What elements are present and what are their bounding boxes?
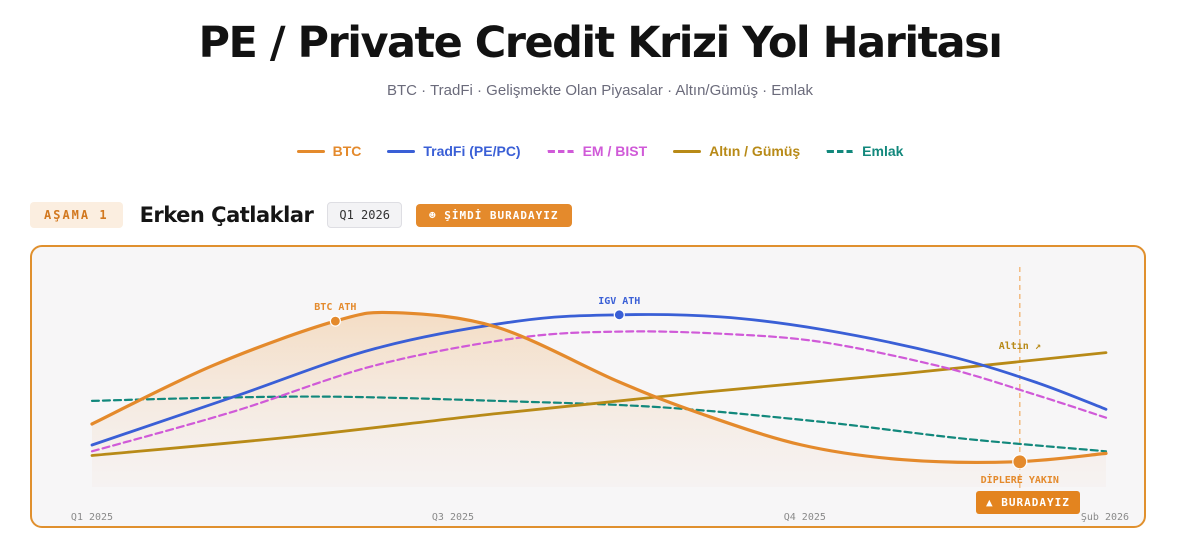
btc-area: [92, 312, 1106, 487]
stage-period: Q1 2026: [327, 202, 402, 228]
page-title: PE / Private Credit Krizi Yol Haritası: [198, 18, 1004, 68]
annotation-igv-ath: IGV ATH: [598, 296, 640, 307]
page-subtitle: BTC · TradFi · Gelişmekte Olan Piyasalar…: [387, 82, 813, 99]
x-tick-3: Q4 2025: [784, 512, 826, 523]
legend-swatch-tradfi: [387, 149, 416, 153]
annotation-igv-ath-dot: [613, 309, 625, 321]
series-line-em-bist: [90, 330, 1108, 453]
series-line-alt-n-g-m: [90, 351, 1108, 457]
legend-label-em: EM / BIST: [582, 143, 648, 159]
legend-swatch-btc: [296, 149, 325, 153]
series-line-tradfi-pe-pc: [90, 313, 1108, 447]
legend-swatch-realestate: [826, 149, 855, 153]
now-here-badge: ☻ ŞİMDİ BURADAYIZ: [415, 203, 572, 227]
legend-item-realestate[interactable]: Emlak: [826, 143, 903, 159]
annotation-di-plere-yakin-dot: [1012, 454, 1028, 470]
chart-panel: BTC ATH IGV ATH Altın ↗ DİPLERE YAKIN Q1 202…: [30, 245, 1146, 528]
here-badge: ▲ BURADAYIZ: [976, 491, 1080, 514]
stage-badge: AŞAMA 1: [30, 202, 123, 228]
chart-legend: BTC TradFi (PE/PC) EM / BIST Altın / Güm…: [0, 143, 1200, 159]
legend-item-gold[interactable]: Altın / Gümüş: [673, 143, 800, 159]
annotation-di-plere-yakin: DİPLERE YAKIN: [981, 472, 1059, 486]
x-tick-4: Şub 2026: [1081, 512, 1129, 523]
legend-label-tradfi: TradFi (PE/PC): [423, 143, 521, 159]
annotation-btc-ath: BTC ATH: [314, 302, 356, 313]
x-tick-1: Q1 2025: [71, 512, 113, 523]
legend-item-em[interactable]: EM / BIST: [546, 143, 648, 159]
annotation-btc-ath-dot: [329, 315, 341, 327]
legend-swatch-gold: [673, 149, 702, 153]
annotation-alt-n: Altın ↗: [999, 341, 1041, 352]
legend-swatch-em: [546, 149, 575, 153]
x-tick-2: Q3 2025: [432, 512, 474, 523]
stage-title: Erken Çatlaklar: [139, 203, 314, 227]
legend-label-gold: Altın / Gümüş: [709, 143, 801, 159]
legend-label-realestate: Emlak: [862, 143, 904, 159]
series-line-btc: [90, 310, 1108, 464]
stage-header: AŞAMA 1 Erken Çatlaklar Q1 2026 ☻ ŞİMDİ …: [30, 201, 572, 229]
chart-svg: BTC ATH IGV ATH Altın ↗ DİPLERE YAKIN Q1 202…: [71, 267, 1129, 523]
legend-label-btc: BTC: [332, 143, 362, 159]
legend-item-tradfi[interactable]: TradFi (PE/PC): [387, 143, 521, 159]
legend-item-btc[interactable]: BTC: [296, 143, 362, 159]
